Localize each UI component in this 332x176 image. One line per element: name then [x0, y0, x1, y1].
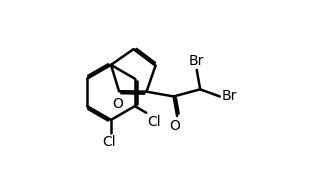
- Text: Cl: Cl: [147, 115, 161, 129]
- Text: O: O: [113, 97, 124, 111]
- Text: Cl: Cl: [102, 135, 116, 149]
- Text: Br: Br: [189, 54, 205, 68]
- Text: O: O: [169, 119, 180, 133]
- Text: Br: Br: [222, 89, 237, 103]
